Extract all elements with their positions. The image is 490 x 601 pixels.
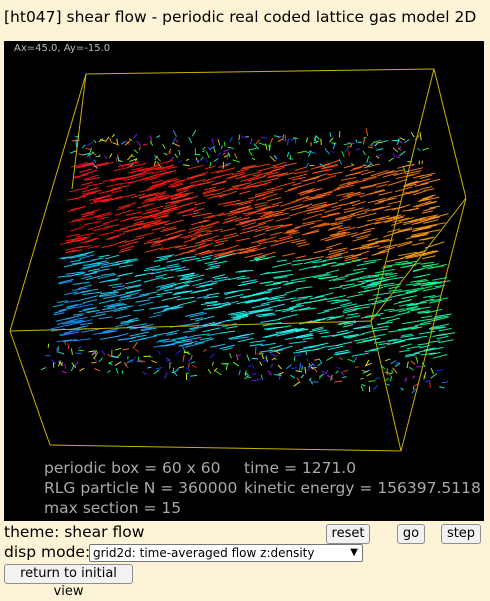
info-left-block: periodic box = 60 x 60 RLG particle N = … [44,458,237,518]
disp-mode-value: grid2d: time-averaged flow z:density [93,546,314,560]
disp-mode-label: disp mode: [4,543,90,561]
box-edge [50,445,401,451]
box-edge [10,331,50,445]
box-edge [86,69,434,74]
box-edge [371,198,466,321]
flow-visualization [4,41,484,521]
box-size-text: periodic box = 60 x 60 [44,458,237,478]
time-text: time = 1271.0 [244,458,481,478]
view-angle-label: Ax=45.0, Ay=-15.0 [14,43,110,54]
step-button[interactable]: step [441,524,481,544]
return-initial-view-button[interactable]: return to initial view [4,564,133,584]
particle-count-text: RLG particle N = 360000 [44,478,237,498]
box-edge [434,69,466,198]
flow-field [41,128,455,393]
kinetic-energy-text: kinetic energy = 156397.5118 [244,478,481,498]
theme-label: theme: shear flow [4,523,144,541]
chevron-down-icon: ▼ [350,545,358,561]
page-title: [ht047] shear flow - periodic real coded… [4,8,476,26]
go-button[interactable]: go [397,524,425,544]
reset-button[interactable]: reset [326,524,370,544]
simulation-canvas[interactable]: Ax=45.0, Ay=-15.0 periodic box = 60 x 60… [4,41,484,521]
info-right-block: time = 1271.0 kinetic energy = 156397.51… [244,458,481,498]
max-section-text: max section = 15 [44,498,237,518]
disp-mode-select[interactable]: grid2d: time-averaged flow z:density ▼ [89,544,363,562]
box-edge [401,198,466,451]
box-edge [72,74,86,189]
